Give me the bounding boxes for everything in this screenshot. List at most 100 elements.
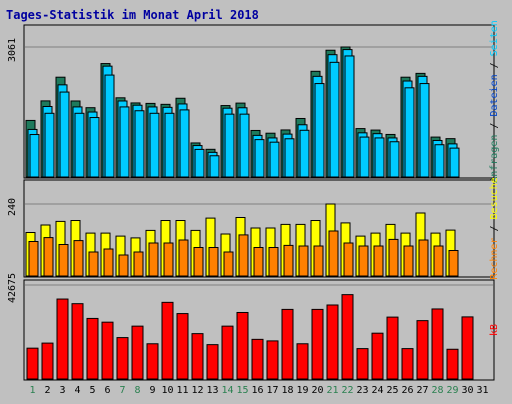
bar-seiten-day-16 [254, 139, 265, 178]
x-tick-label-day-16: 16 [251, 385, 263, 396]
bar-kb-day-23 [356, 348, 369, 380]
x-tick-label-day-12: 12 [191, 385, 203, 396]
x-tick-label-day-17: 17 [266, 385, 278, 396]
panel-middle: 240 Rechner / Besuche [7, 177, 500, 279]
max-label-top: 3061 [7, 38, 18, 62]
bar-seiten-day-12 [194, 148, 205, 178]
bar-rechner-day-21 [328, 230, 339, 277]
bar-kb-day-30 [461, 316, 474, 380]
bar-seiten-day-8 [134, 110, 145, 178]
bar-rechner-day-8 [133, 251, 144, 277]
bar-seiten-day-18 [284, 138, 295, 178]
bar-kb-day-5 [86, 317, 99, 380]
bar-seiten-day-17 [269, 141, 280, 178]
x-tick-label-day-3: 3 [59, 385, 65, 396]
x-tick-label-day-11: 11 [176, 385, 188, 396]
legend-label-top-0: Anfragen [489, 135, 500, 183]
x-tick-label-day-23: 23 [356, 385, 368, 396]
bar-kb-day-24 [371, 332, 384, 380]
bar-kb-day-21 [326, 304, 339, 380]
bar-seiten-day-28 [434, 144, 445, 178]
legend-label-middle-1: / [489, 219, 500, 237]
bar-seiten-day-14 [224, 113, 235, 178]
bar-kb-day-6 [101, 321, 114, 380]
bar-rechner-day-20 [313, 245, 324, 277]
bar-rechner-day-12 [193, 247, 204, 277]
series-legend-top: Anfragen / Dateien / Seiten [489, 20, 500, 183]
x-tick-label-day-19: 19 [296, 385, 308, 396]
bar-kb-day-28 [431, 308, 444, 380]
bar-rechner-day-6 [103, 248, 114, 277]
legend-label-top-2: Dateien [489, 74, 500, 116]
x-tick-label-day-25: 25 [386, 385, 398, 396]
x-tick-label-day-18: 18 [281, 385, 293, 396]
bar-seiten-day-13 [209, 155, 220, 178]
bar-kb-day-29 [446, 348, 459, 380]
bar-kb-day-7 [116, 337, 129, 380]
bar-seiten-day-11 [179, 109, 190, 178]
bar-kb-day-18 [281, 308, 294, 380]
x-tick-label-day-9: 9 [149, 385, 155, 396]
bar-seiten-day-22 [344, 55, 355, 178]
series-legend-bottom: kB [489, 324, 500, 336]
bar-kb-day-1 [26, 347, 39, 380]
bar-kb-day-14 [221, 325, 234, 380]
bar-seiten-day-24 [374, 137, 385, 178]
bar-kb-day-26 [401, 348, 414, 380]
legend-label-middle-2: Besuche [489, 177, 500, 219]
bar-kb-day-25 [386, 316, 399, 380]
x-tick-label-day-30: 30 [461, 385, 473, 396]
chart-panels: 3061 Anfragen / Dateien / Seiten 240 Rechne… [7, 20, 500, 381]
x-tick-label-day-29: 29 [446, 385, 458, 396]
max-label-middle: 240 [7, 198, 18, 216]
bar-rechner-day-5 [88, 251, 99, 277]
legend-label-bottom-0: kB [489, 324, 500, 336]
bar-seiten-day-25 [389, 141, 400, 178]
x-axis-labels: 1 2 3 4 5 6 7 8 9 10 11 12 13 14 15 16 17 18 19 20 21 22 23 24 2… [29, 385, 488, 396]
legend-label-top-4: Seiten [489, 20, 500, 56]
x-tick-label-day-4: 4 [74, 385, 80, 396]
bar-rechner-day-16 [253, 247, 264, 277]
bar-rechner-day-15 [238, 234, 249, 277]
bar-seiten-day-20 [314, 83, 325, 178]
bar-seiten-day-27 [419, 83, 430, 178]
bar-seiten-day-7 [119, 106, 130, 178]
bar-rechner-day-10 [163, 242, 174, 277]
bar-seiten-day-29 [449, 147, 460, 178]
x-tick-label-day-26: 26 [401, 385, 413, 396]
bar-kb-day-17 [266, 340, 279, 380]
x-tick-label-day-27: 27 [416, 385, 428, 396]
bar-seiten-day-2 [44, 112, 55, 178]
bar-rechner-day-13 [208, 247, 219, 277]
x-tick-label-day-8: 8 [134, 385, 140, 396]
bar-rechner-day-18 [283, 244, 294, 277]
bar-rechner-day-26 [403, 245, 414, 277]
bar-seiten-day-15 [239, 113, 250, 178]
bar-rechner-day-3 [58, 244, 69, 277]
panel-top: 3061 Anfragen / Dateien / Seiten [7, 20, 500, 183]
bar-seiten-day-4 [74, 112, 85, 178]
x-tick-label-day-21: 21 [326, 385, 338, 396]
bar-kb-day-3 [56, 298, 69, 380]
x-tick-label-day-2: 2 [44, 385, 50, 396]
bar-seiten-day-1 [29, 134, 40, 178]
bar-kb-day-20 [311, 308, 324, 380]
bar-rechner-day-2 [43, 237, 54, 277]
x-tick-label-day-6: 6 [104, 385, 110, 396]
x-tick-label-day-22: 22 [341, 385, 353, 396]
max-label-bottom: 42675 [7, 273, 18, 303]
bar-kb-day-27 [416, 320, 429, 380]
bar-rechner-day-27 [418, 239, 429, 277]
bar-rechner-day-17 [268, 247, 279, 277]
bar-rechner-day-1 [28, 241, 39, 277]
x-tick-label-day-14: 14 [221, 385, 233, 396]
x-tick-label-day-20: 20 [311, 385, 323, 396]
bar-seiten-day-3 [59, 91, 70, 178]
series-legend-middle: Rechner / Besuche [489, 177, 500, 279]
bar-seiten-day-10 [164, 112, 175, 178]
legend-label-top-3: / [489, 56, 500, 74]
bar-seiten-day-5 [89, 117, 100, 178]
x-tick-label-day-15: 15 [236, 385, 248, 396]
bar-rechner-day-24 [373, 245, 384, 277]
